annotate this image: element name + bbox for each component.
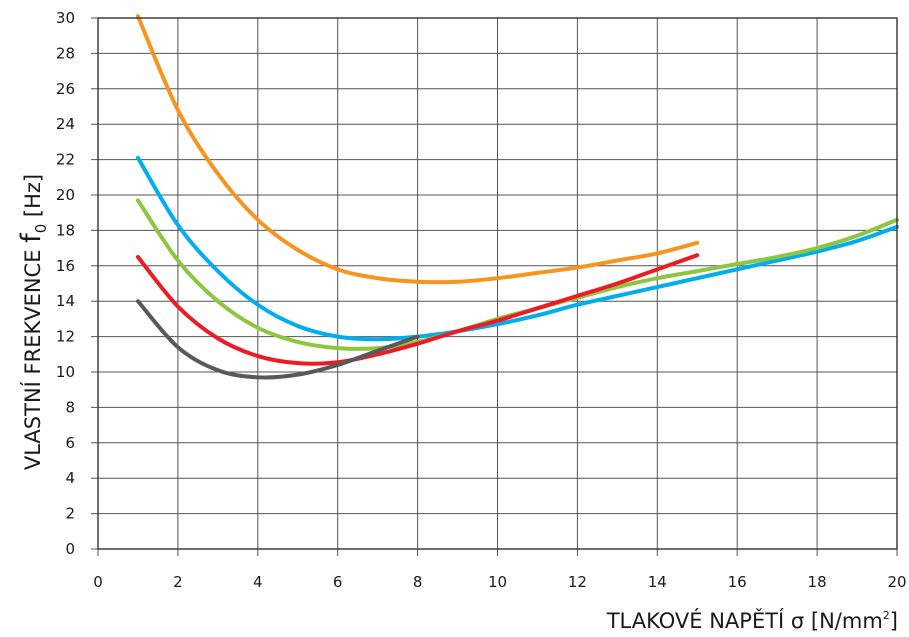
x-axis-title-unit: [N/mm — [804, 609, 883, 633]
y-tick-label: 24 — [56, 115, 75, 133]
y-tick-label: 2 — [65, 505, 75, 523]
series-line-5 — [135, 299, 420, 380]
series-line-1 — [135, 14, 700, 285]
x-tick-label: 20 — [887, 573, 906, 591]
y-axis-title-symbol: f — [16, 232, 47, 243]
y-tick-label: 12 — [56, 328, 75, 346]
y-axis-title-sub: 0 — [32, 224, 50, 234]
series-line-4 — [135, 253, 700, 366]
y-tick-label: 4 — [65, 469, 75, 487]
y-tick-label: 18 — [56, 221, 75, 239]
x-axis-title-symbol: σ — [791, 609, 804, 633]
x-tick-label: 14 — [648, 573, 667, 591]
x-axis-title-unit-close: ] — [890, 609, 898, 633]
y-tick-label: 14 — [56, 292, 75, 310]
y-tick-label: 16 — [56, 257, 75, 275]
x-tick-label: 0 — [93, 573, 103, 591]
x-tick-label: 2 — [173, 573, 183, 591]
x-tick-label: 18 — [808, 573, 827, 591]
grid — [91, 17, 898, 556]
y-axis-title-unit: [Hz] — [21, 174, 45, 224]
y-tick-label: 10 — [56, 363, 75, 381]
series-line-2 — [135, 155, 899, 342]
y-tick-label: 28 — [56, 44, 75, 62]
x-axis-title: TLAKOVÉ NAPĚTÍ σ [N/mm2] — [606, 608, 898, 633]
x-tick-label: 4 — [253, 573, 263, 591]
y-tick-label: 6 — [65, 434, 75, 452]
series-lines — [135, 14, 899, 380]
y-tick-label: 8 — [65, 398, 75, 416]
y-tick-label: 22 — [56, 151, 75, 169]
y-tick-label: 30 — [56, 9, 75, 27]
plot-frame — [97, 17, 898, 550]
y-axis-title: VLASTNÍ FREKVENCE f0 [Hz] — [16, 174, 50, 470]
y-tick-label: 20 — [56, 186, 75, 204]
x-tick-label: 16 — [728, 573, 747, 591]
x-tick-label: 8 — [413, 573, 423, 591]
y-axis-title-prefix: VLASTNÍ FREKVENCE — [20, 243, 45, 470]
x-tick-label: 10 — [488, 573, 507, 591]
y-tick-label: 26 — [56, 80, 75, 98]
x-axis-title-unit-sup: 2 — [883, 609, 890, 622]
x-tick-label: 6 — [333, 573, 343, 591]
x-tick-label: 12 — [568, 573, 587, 591]
x-axis-title-prefix: TLAKOVÉ NAPĚTÍ — [606, 608, 791, 633]
x-tick-labels: 0 2 4 6 8 10 12 14 16 18 20 — [93, 573, 906, 591]
y-tick-label: 0 — [65, 540, 75, 558]
